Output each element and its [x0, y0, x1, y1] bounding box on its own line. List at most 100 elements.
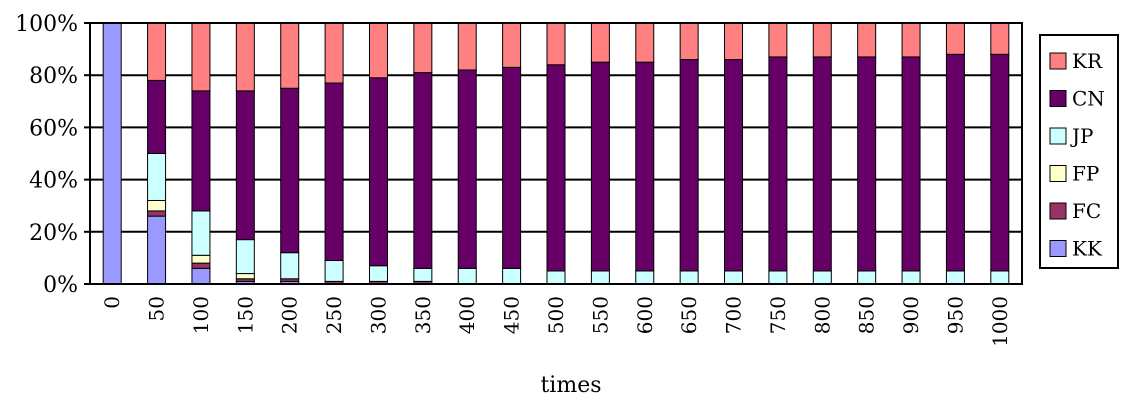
x-tick-label: 400	[455, 296, 479, 334]
bar-segment-cn	[590, 61, 610, 272]
y-tick-label: 80%	[29, 64, 78, 89]
bar-segment-fp	[235, 273, 255, 280]
legend-swatch-fp	[1049, 165, 1067, 182]
bar-segment-cn	[635, 61, 655, 272]
bar-segment-kr	[812, 22, 832, 58]
legend-label-cn: CN	[1072, 87, 1105, 111]
bar-segment-cn	[280, 87, 300, 254]
y-tick-label: 60%	[29, 116, 78, 141]
legend-swatch-jp	[1049, 127, 1067, 145]
bar-segment-kr	[147, 22, 167, 81]
bar-segment-cn	[990, 53, 1010, 272]
legend-label-kr: KR	[1072, 49, 1103, 73]
bar-segment-jp	[590, 270, 610, 285]
bar-segment-kr	[502, 22, 522, 68]
bar-segment-jp	[191, 210, 211, 256]
bar-segment-jp	[235, 239, 255, 275]
legend: KR CN JP FP FC KK	[1039, 34, 1119, 269]
bar-segment-cn	[368, 77, 388, 267]
x-tick-label: 500	[544, 296, 568, 334]
x-tick-label: 450	[500, 296, 524, 334]
bar-segment-kr	[901, 22, 921, 58]
bar-segment-cn	[413, 72, 433, 269]
x-tick-label: 250	[322, 296, 346, 334]
bar-segment-jp	[857, 270, 877, 285]
bar-segment-kr	[945, 22, 965, 55]
bar-segment-kr	[590, 22, 610, 63]
bar-segment-fc	[191, 262, 211, 269]
bar-segment-kk	[191, 267, 211, 285]
legend-swatch-cn	[1049, 90, 1067, 107]
y-axis-ticks: 0% 20% 40% 60% 80% 100%	[15, 12, 90, 298]
bar-segment-kr	[280, 22, 300, 89]
legend-box	[1039, 34, 1119, 269]
bar-segment-cn	[724, 59, 744, 272]
bar-segment-cn	[945, 53, 965, 272]
bar-segment-jp	[324, 260, 344, 282]
bar-segment-kr	[413, 22, 433, 74]
bar-segment-jp	[546, 270, 566, 285]
x-tick-label: 300	[366, 296, 390, 334]
y-tick-label: 20%	[29, 221, 78, 246]
bar-segment-jp	[990, 270, 1010, 285]
bar-segment-jp	[413, 267, 433, 282]
bar-segment-jp	[147, 153, 167, 201]
bar-segment-fp	[147, 199, 167, 212]
legend-swatch-fc	[1049, 202, 1067, 220]
bar-segment-jp	[368, 265, 388, 282]
bar-segment-cn	[901, 56, 921, 272]
x-axis-title: times	[540, 373, 601, 398]
bar-segment-kk	[147, 215, 167, 285]
bar-segment-jp	[812, 270, 832, 285]
bar-segment-cn	[191, 90, 211, 212]
bar-segment-cn	[768, 56, 788, 272]
bar-segment-kr	[191, 22, 211, 92]
bar-segment-cn	[857, 56, 877, 272]
bar-segment-cn	[502, 66, 522, 269]
bar-segment-jp	[768, 270, 788, 285]
x-tick-label: 50	[145, 296, 169, 321]
x-tick-label: 650	[677, 296, 701, 334]
x-tick-label: 100	[189, 296, 213, 334]
legend-label-kk: KK	[1072, 237, 1103, 261]
x-tick-label: 0	[100, 296, 124, 309]
x-tick-label: 150	[233, 296, 257, 334]
bar-segment-kr	[324, 22, 344, 84]
bar-segment-kk	[102, 22, 122, 285]
bar-segment-cn	[235, 90, 255, 241]
bar-segment-jp	[945, 270, 965, 285]
bar-segment-kr	[679, 22, 699, 61]
bar-segment-kr	[235, 22, 255, 92]
x-tick-label: 850	[855, 296, 879, 334]
bar-segment-cn	[457, 69, 477, 269]
x-tick-label: 700	[722, 296, 746, 334]
x-tick-label: 750	[766, 296, 790, 334]
bar-segment-cn	[147, 79, 167, 154]
legend-swatch-kk	[1049, 240, 1067, 257]
bar-segment-fp	[191, 254, 211, 264]
x-tick-label: 200	[278, 296, 302, 334]
legend-label-fp: FP	[1072, 162, 1099, 186]
bar-segment-jp	[679, 270, 699, 285]
bar-segment-jp	[901, 270, 921, 285]
y-tick-label: 100%	[15, 12, 78, 37]
bar-segment-jp	[502, 267, 522, 285]
bar-segment-cn	[679, 59, 699, 272]
legend-label-fc: FC	[1072, 199, 1101, 223]
bar-segment-kr	[768, 22, 788, 58]
x-tick-label: 950	[943, 296, 967, 334]
x-tick-label: 800	[810, 296, 834, 334]
bar-segment-cn	[546, 64, 566, 272]
x-tick-label: 600	[633, 296, 657, 334]
x-tick-label: 1000	[988, 296, 1012, 347]
bar-segment-kr	[368, 22, 388, 79]
bar-stacks	[102, 22, 1010, 285]
bar-segment-jp	[280, 252, 300, 280]
bar-segment-kr	[635, 22, 655, 63]
bar-segment-cn	[812, 56, 832, 272]
bar-segment-jp	[635, 270, 655, 285]
legend-swatch-kr	[1049, 52, 1067, 70]
x-tick-label: 350	[411, 296, 435, 334]
bar-segment-cn	[324, 82, 344, 262]
x-axis-ticks: 0 50 100 150 200 250 300 350 400 450 500 550 600 650 7…	[100, 296, 1012, 347]
